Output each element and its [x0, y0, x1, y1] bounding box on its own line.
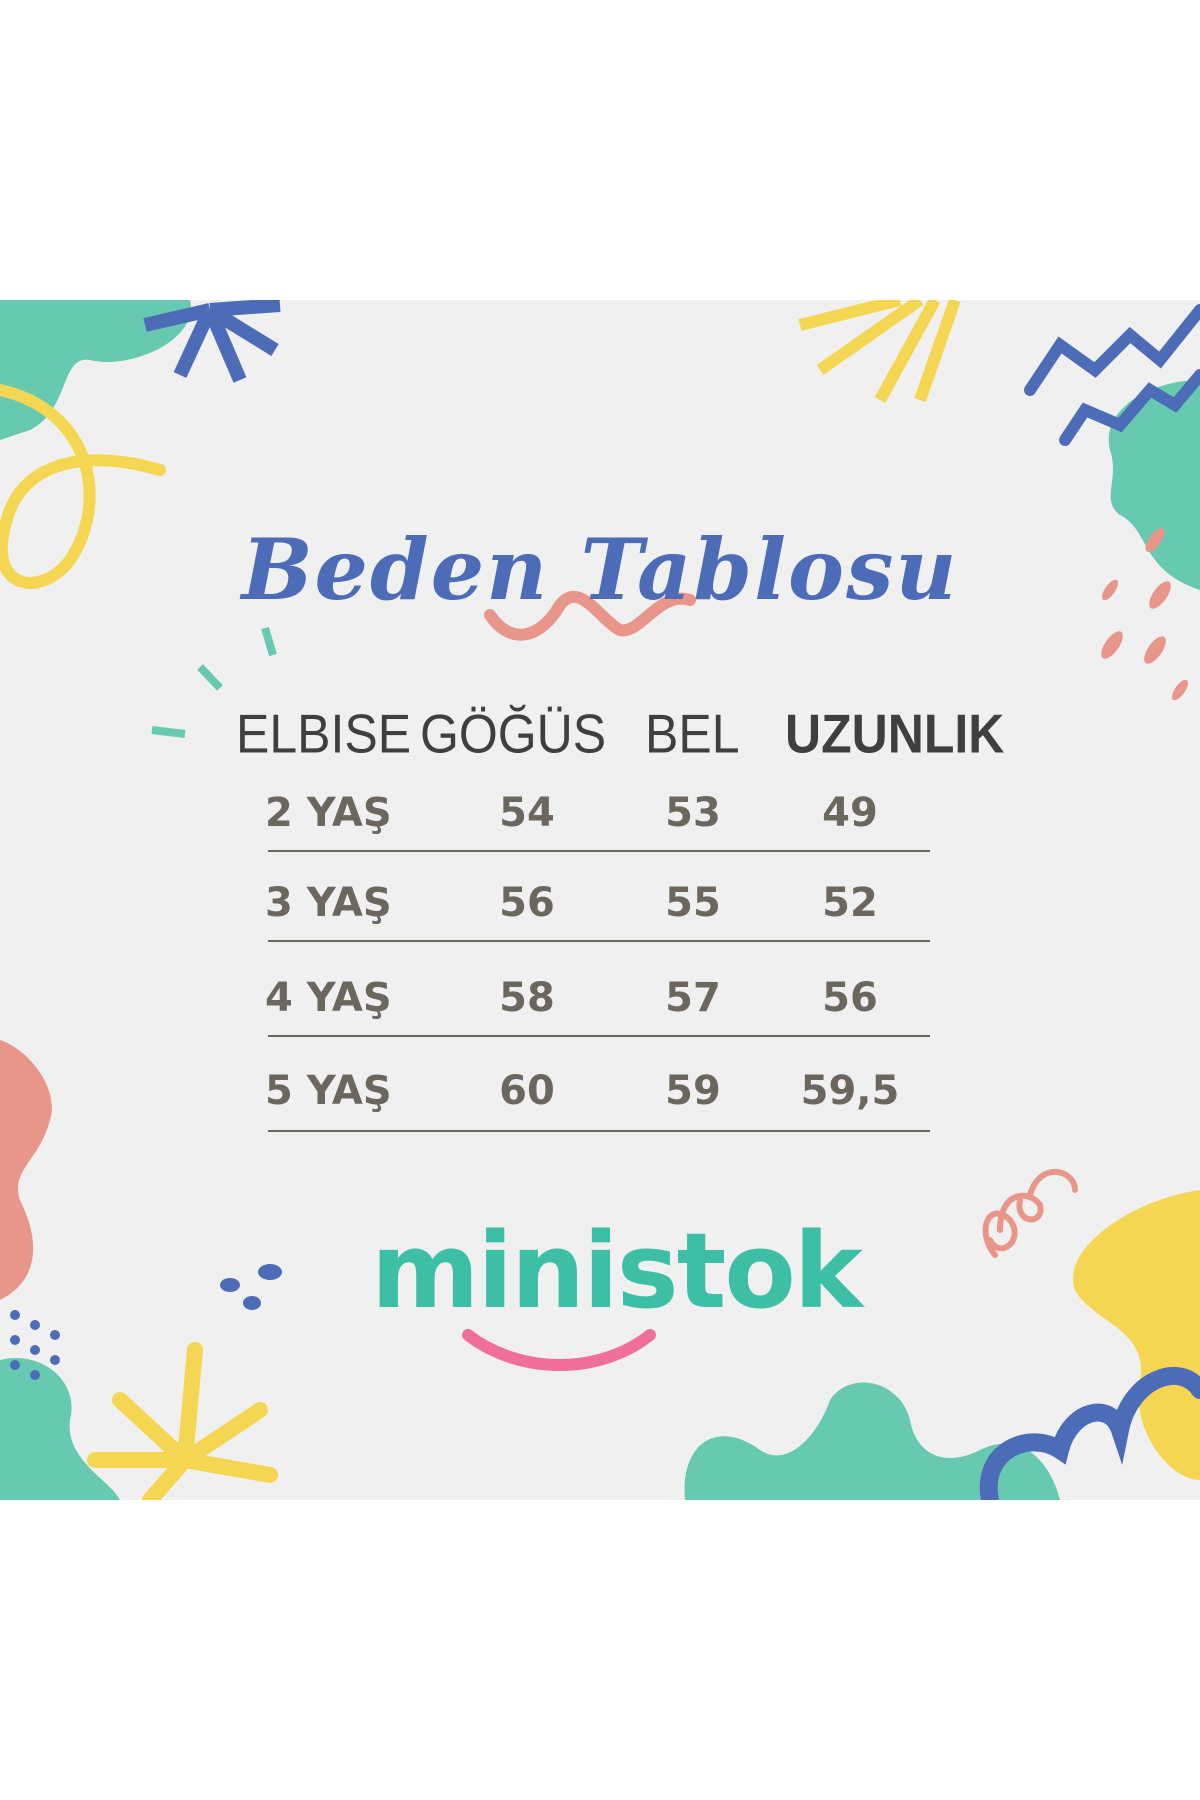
blue-zigzag-2: [1059, 369, 1200, 446]
blue-starburst-icon: [143, 300, 281, 383]
table-cell: 57: [665, 975, 721, 1021]
header-gogus: GÖĞÜS: [420, 703, 607, 765]
row-divider: [268, 1035, 930, 1037]
teal-blob-right: [1108, 380, 1200, 590]
table-cell: 56: [499, 880, 555, 926]
header-elbise: ELBISE: [236, 703, 412, 765]
page-title: Beden Tablosu: [241, 520, 959, 619]
table-cell: 52: [822, 880, 878, 926]
header-uzunluk: UZUNLIK: [785, 703, 1005, 765]
coral-spiral: [982, 1168, 1078, 1258]
size-chart-panel: Beden Tablosu ELBISE GÖĞÜS BEL UZUNLIK 2…: [0, 300, 1200, 1500]
blue-dots: [10, 1264, 282, 1380]
row-size-label: 5 YAŞ: [265, 1068, 392, 1114]
row-size-label: 3 YAŞ: [265, 880, 392, 926]
coral-drops: [1101, 528, 1189, 701]
table-cell: 56: [822, 975, 878, 1021]
table-cell: 54: [499, 790, 555, 836]
yellow-blob-bottom-right: [1072, 1190, 1200, 1480]
row-size-label: 4 YAŞ: [265, 975, 392, 1021]
coral-blob-left: [0, 1040, 52, 1300]
yellow-loop-top-left: [0, 384, 166, 589]
yellow-star-bottom-left: [87, 1342, 278, 1500]
smile-icon: [462, 1329, 656, 1371]
table-cell: 58: [499, 975, 555, 1021]
row-size-label: 2 YAŞ: [265, 790, 392, 836]
row-divider: [268, 850, 930, 852]
blue-zigzag: [1024, 304, 1200, 396]
table-cell: 59: [665, 1068, 721, 1114]
header-bel: BEL: [645, 703, 740, 765]
brand-logo: ministok: [371, 1210, 863, 1332]
table-cell: 53: [665, 790, 721, 836]
table-cell: 60: [499, 1068, 555, 1114]
teal-dashes: [151, 626, 277, 738]
teal-blob-bottom: [684, 1382, 1060, 1500]
yellow-rays-icon: [798, 300, 961, 403]
decorative-shapes: [0, 300, 1200, 1500]
table-cell: 55: [665, 880, 721, 926]
teal-blob-bottom-left: [0, 1358, 120, 1500]
row-divider: [268, 940, 930, 942]
blue-squiggle-bottom-right: [979, 1366, 1200, 1500]
row-divider: [268, 1130, 930, 1132]
table-cell: 59,5: [800, 1068, 900, 1114]
table-cell: 49: [822, 790, 878, 836]
coral-wave-under-title: [484, 591, 696, 641]
